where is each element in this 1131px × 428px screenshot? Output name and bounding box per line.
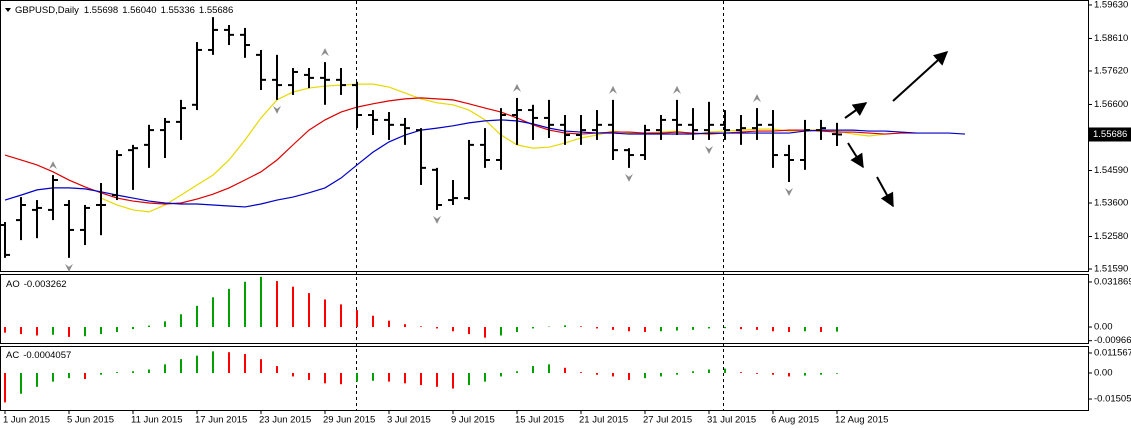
y-tick-label: 1.52580 xyxy=(1094,231,1128,242)
y-tick-label: 0.011567 xyxy=(1094,347,1131,358)
x-tick-label: 1 Jun 2015 xyxy=(3,415,50,426)
x-tick-label: 31 Jul 2015 xyxy=(707,415,756,426)
x-tick-label: 12 Aug 2015 xyxy=(835,415,888,426)
ac-name: AC xyxy=(6,350,19,361)
x-tick-label: 6 Aug 2015 xyxy=(771,415,819,426)
ao-header: AO -0.003262 xyxy=(6,279,67,290)
menu-triangle xyxy=(5,8,11,12)
fractal-up xyxy=(49,161,57,170)
open-label: 1.55698 xyxy=(84,5,118,16)
y-tick-label: 1.58610 xyxy=(1094,33,1128,44)
ao-name: AO xyxy=(6,279,20,290)
y-tick-label: -0.015059 xyxy=(1094,394,1131,405)
y-tick-label: 0.00 xyxy=(1094,367,1113,378)
chart-header: GBPUSD,Daily 1.55698 1.56040 1.55336 1.55686 xyxy=(15,5,233,16)
ac-last-value: -0.0004057 xyxy=(23,350,71,361)
fractal-up xyxy=(753,94,761,103)
y-tick-label: 1.56600 xyxy=(1094,99,1128,110)
x-tick-label: 29 Jun 2015 xyxy=(323,415,375,426)
fractal-down xyxy=(273,105,281,114)
x-tick-label: 17 Jun 2015 xyxy=(195,415,247,426)
ao-panel xyxy=(0,274,1089,344)
x-tick-label: 3 Jul 2015 xyxy=(387,415,431,426)
current-price-box xyxy=(1089,127,1131,142)
x-tick-label: 23 Jun 2015 xyxy=(259,415,311,426)
y-tick-label: 0.031869 xyxy=(1094,276,1131,287)
fractal-down xyxy=(785,187,793,196)
x-tick-label: 11 Jun 2015 xyxy=(131,415,183,426)
arrow xyxy=(892,51,949,102)
y-tick-label: 1.59630 xyxy=(1094,0,1128,10)
moving-average-line xyxy=(4,97,917,205)
fractal-down xyxy=(625,173,633,182)
fractal-up xyxy=(609,85,617,94)
x-tick-label: 15 Jul 2015 xyxy=(515,415,564,426)
fractal-up xyxy=(673,85,681,94)
moving-average-line xyxy=(100,83,886,213)
y-tick-label: 1.51590 xyxy=(1094,264,1128,275)
fractal-down xyxy=(65,263,73,272)
y-tick-label: 1.54590 xyxy=(1094,165,1128,176)
high-label: 1.56040 xyxy=(122,5,156,16)
main-panel xyxy=(0,0,1089,272)
close-label: 1.55686 xyxy=(199,5,233,16)
fractal-up xyxy=(513,83,521,92)
fractal-up xyxy=(321,48,329,57)
ao-last-value: -0.003262 xyxy=(24,279,67,290)
arrow xyxy=(847,142,864,169)
y-tick-label: 1.53600 xyxy=(1094,198,1128,209)
ac-panel xyxy=(0,346,1089,411)
ac-header: AC -0.0004057 xyxy=(6,350,71,361)
y-tick-label: 0.00 xyxy=(1094,322,1113,333)
fractal-down xyxy=(705,145,713,154)
low-label: 1.55336 xyxy=(161,5,195,16)
x-tick-label: 21 Jul 2015 xyxy=(579,415,628,426)
drawn-arrows xyxy=(844,51,949,208)
symbol: GBPUSD,Daily xyxy=(15,5,79,16)
x-tick-label: 9 Jul 2015 xyxy=(451,415,495,426)
panel-frames xyxy=(0,0,1089,411)
fractal-down xyxy=(433,215,441,224)
x-tick-label: 27 Jul 2015 xyxy=(643,415,692,426)
y-tick-label: 1.57620 xyxy=(1094,65,1128,76)
arrow xyxy=(844,102,868,119)
y-tick-label: -0.009667 xyxy=(1094,335,1131,346)
x-tick-label: 5 Jun 2015 xyxy=(67,415,114,426)
arrow xyxy=(876,176,894,208)
current-price-label: 1.55686 xyxy=(1093,129,1127,140)
